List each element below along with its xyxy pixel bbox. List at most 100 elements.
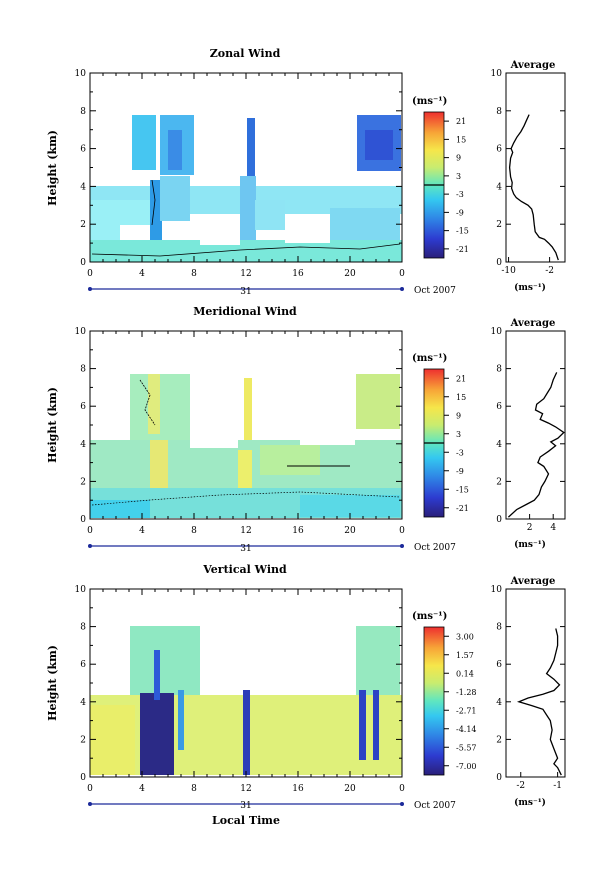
y-tick-label: 10 xyxy=(75,69,87,79)
colorbar-tick-label: 9 xyxy=(456,154,461,163)
zonal-average-xlabel: (ms⁻¹) xyxy=(514,282,546,293)
x-tick-label: 0 xyxy=(87,269,93,279)
y-tick-label: 10 xyxy=(75,327,87,337)
colorbar-tick-label: -15 xyxy=(456,227,469,236)
colorbar-tick-label: -9 xyxy=(456,467,464,476)
y-tick-label: 0 xyxy=(80,773,86,783)
colorbar-tick-label: 3.00 xyxy=(456,632,474,641)
average-y-tick-label: 6 xyxy=(496,402,502,412)
vertical-date-suffix: Oct 2007 xyxy=(414,801,456,811)
colorbar-tick-label: -7.00 xyxy=(456,762,477,771)
average-y-tick-label: 8 xyxy=(496,107,502,117)
vertical-colorbar: (ms⁻¹) 3.00 1.57 0.14 -1.28 -2.71 -4.14 -5.57 -… xyxy=(412,611,477,776)
meridional-date-suffix: Oct 2007 xyxy=(414,543,456,553)
colorbar-tick-label: -4.14 xyxy=(456,725,477,734)
average-y-tick-label: 2 xyxy=(496,735,502,745)
vertical-ylabel: Height (km) xyxy=(46,645,59,721)
x-tick-label: 20 xyxy=(344,784,356,794)
colorbar-tick-label: 21 xyxy=(456,374,466,383)
colorbar-tick-label: 1.57 xyxy=(456,651,474,660)
average-x-tick-label: -10 xyxy=(501,266,516,276)
x-tick-label: 20 xyxy=(344,526,356,536)
x-tick-label: 12 xyxy=(240,526,251,536)
average-frame xyxy=(505,72,566,263)
meridional-heatmap xyxy=(90,374,402,518)
average-y-tick-label: 8 xyxy=(496,365,502,375)
zonal-title: Zonal Wind xyxy=(210,47,281,60)
meridional-average-title: Average xyxy=(510,318,556,329)
date-bar-start xyxy=(88,287,92,291)
colorbar-tick-label: 15 xyxy=(456,393,466,402)
average-y-tick-label: 6 xyxy=(496,660,502,670)
x-tick-label: 12 xyxy=(240,784,251,794)
zonal-colorbar-unit: (ms⁻¹) xyxy=(412,96,447,107)
x-tick-label: 20 xyxy=(344,269,356,279)
zonal-date-suffix: Oct 2007 xyxy=(414,286,456,296)
zonal-axes: 0 2 4 6 8 10 0 4 8 12 16 20 0 xyxy=(75,69,405,291)
y-tick-label: 2 xyxy=(80,477,86,487)
zonal-date-label: 31 xyxy=(240,287,251,297)
y-tick-label: 8 xyxy=(80,107,86,117)
y-tick-label: 8 xyxy=(80,365,86,375)
zonal-average-title: Average xyxy=(510,60,556,71)
meridional-colorbar-unit: (ms⁻¹) xyxy=(412,353,447,364)
x-tick-label: 8 xyxy=(191,269,197,279)
vertical-xlabel: Local Time xyxy=(212,814,280,827)
colorbar-tick-label: -3 xyxy=(456,448,464,457)
x-tick-label: 16 xyxy=(292,784,304,794)
x-tick-label: 0 xyxy=(87,784,93,794)
average-x-tick-label: 4 xyxy=(550,523,556,533)
vertical-average-panel: Average (ms⁻¹) 0 2 4 6 8 10 -2 -1 xyxy=(491,576,566,808)
y-tick-label: 4 xyxy=(80,698,86,708)
colorbar-tick-label: -15 xyxy=(456,485,469,494)
meridional-axes: 0 2 4 6 8 10 0 4 8 12 16 20 0 xyxy=(75,327,405,548)
average-y-tick-label: 0 xyxy=(496,258,502,268)
x-tick-label: 16 xyxy=(292,269,304,279)
average-y-tick-label: 4 xyxy=(496,182,502,192)
average-frame xyxy=(505,330,566,520)
average-profile-line xyxy=(507,372,565,518)
average-x-tick-label: -2 xyxy=(545,266,554,276)
average-profile-line xyxy=(508,114,559,261)
average-y-tick-label: 0 xyxy=(496,515,502,525)
average-y-tick-label: 10 xyxy=(491,327,503,337)
vertical-date-label: 31 xyxy=(240,801,251,811)
colorbar-tick-label: -5.57 xyxy=(456,743,477,752)
y-tick-label: 0 xyxy=(80,515,86,525)
y-tick-label: 0 xyxy=(80,258,86,268)
average-x-tick-label: -2 xyxy=(516,781,525,791)
colorbar-tick-label: 9 xyxy=(456,411,461,420)
y-tick-label: 6 xyxy=(80,660,86,670)
vertical-heatmap xyxy=(90,626,402,775)
vertical-average-title: Average xyxy=(510,576,556,587)
average-y-tick-label: 6 xyxy=(496,145,502,155)
y-tick-label: 2 xyxy=(80,220,86,230)
x-tick-label: 8 xyxy=(191,526,197,536)
average-y-tick-label: 0 xyxy=(496,773,502,783)
y-tick-label: 10 xyxy=(75,585,87,595)
meridional-colorbar: (ms⁻¹) 21 15 9 3 -3 -9 -15 -21 xyxy=(412,353,469,518)
zonal-ylabel: Height (km) xyxy=(46,130,59,206)
x-tick-label: 0 xyxy=(399,269,405,279)
meridional-average-panel: Average (ms⁻¹) 0 2 4 6 8 10 2 4 xyxy=(491,318,566,550)
average-y-tick-label: 2 xyxy=(496,220,502,230)
y-tick-label: 8 xyxy=(80,623,86,633)
meridional-title: Meridional Wind xyxy=(193,305,297,318)
colorbar-tick-label: 15 xyxy=(456,135,466,144)
meridional-ylabel: Height (km) xyxy=(46,387,59,463)
x-tick-label: 4 xyxy=(139,784,145,794)
colorbar-tick-label: 3 xyxy=(456,430,461,439)
colorbar-tick-label: -2.71 xyxy=(456,706,477,715)
average-y-tick-label: 2 xyxy=(496,477,502,487)
zonal-average-panel: Average (ms⁻¹) 0 2 4 6 8 10 -10 -2 xyxy=(491,60,566,293)
average-y-tick-label: 8 xyxy=(496,623,502,633)
colorbar-tick-label: -9 xyxy=(456,208,464,217)
average-y-tick-label: 4 xyxy=(496,440,502,450)
y-tick-label: 6 xyxy=(80,402,86,412)
date-bar-start xyxy=(88,544,92,548)
date-bar-end xyxy=(400,287,404,291)
